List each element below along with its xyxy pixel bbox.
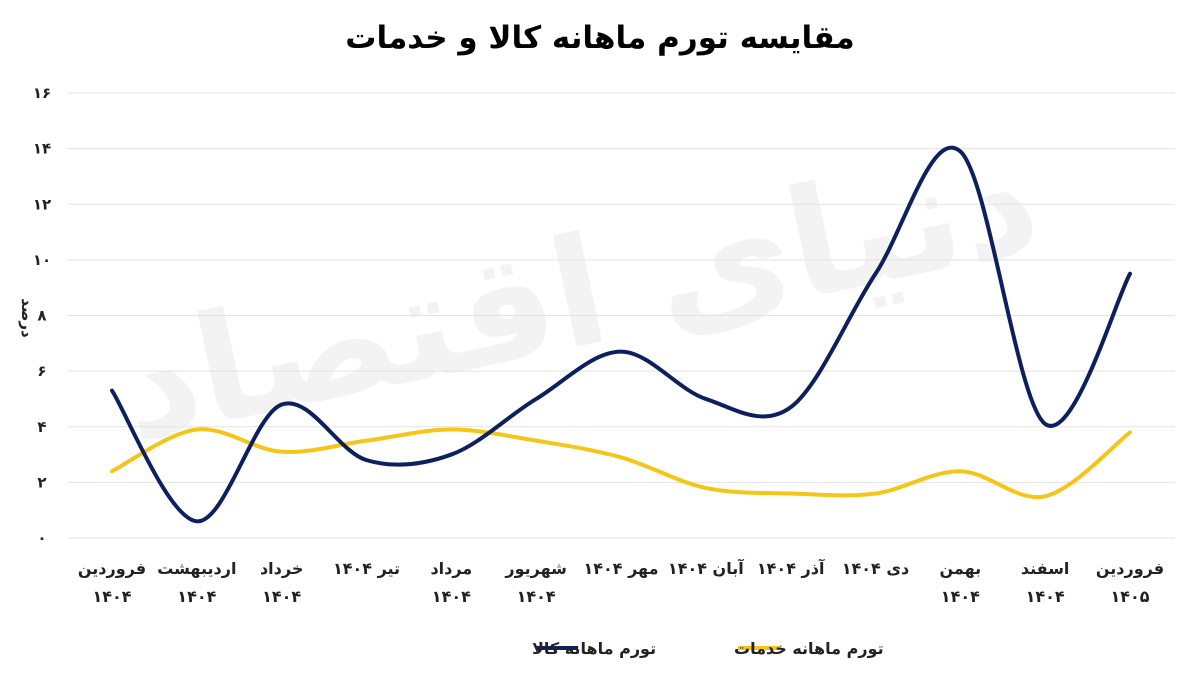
x-tick-line: دی ۱۴۰۴	[842, 559, 910, 578]
series-line-services	[110, 427, 1132, 500]
series-line-goods	[110, 145, 1132, 524]
x-tick-line: ۱۴۰۴	[262, 587, 301, 606]
x-tick-line: خرداد	[260, 559, 303, 578]
x-tick-line: فروردین	[78, 559, 146, 578]
x-tick-line: مهر ۱۴۰۴	[583, 559, 658, 578]
x-tick-label: دی ۱۴۰۴	[842, 559, 910, 578]
watermark: دنیای اقتصاد	[105, 112, 1053, 476]
x-tick-line: مرداد	[430, 559, 472, 578]
y-axis-label: درصد	[18, 298, 36, 338]
x-tick-line: ۱۴۰۴	[1026, 587, 1065, 606]
legend-label-goods: تورم ماهانه کالا	[532, 639, 656, 658]
x-tick-line: فروردین	[1096, 559, 1164, 578]
x-tick-line: ۱۴۰۴	[517, 587, 556, 606]
x-tick-label: آبان ۱۴۰۴	[668, 558, 744, 578]
x-tick-label: خرداد ۱۴۰۴	[260, 559, 303, 606]
x-tick-label: فروردین ۱۴۰۴	[78, 559, 146, 606]
y-tick-label: ۸	[37, 307, 46, 325]
x-tick-line: اسفند	[1021, 559, 1070, 578]
x-tick-line: بهمن	[939, 559, 981, 578]
x-tick-label: تیر ۱۴۰۴	[333, 559, 400, 578]
x-tick-label: اردیبهشت ۱۴۰۴	[157, 559, 236, 606]
legend-label-services: تورم ماهانه خدمات	[734, 639, 884, 658]
x-tick-label: شهریور ۱۴۰۴	[504, 559, 567, 606]
y-tick-label: ۱۰	[33, 251, 51, 269]
y-tick-label: ۱۶	[33, 84, 51, 102]
x-tick-label: مهر ۱۴۰۴	[583, 559, 658, 578]
x-tick-line: اردیبهشت	[157, 559, 236, 578]
y-tick-label: ۶	[37, 362, 46, 380]
grid-lines	[68, 92, 1175, 539]
x-tick-line: ۱۴۰۴	[432, 587, 471, 606]
x-tick-line: آبان ۱۴۰۴	[668, 558, 744, 578]
x-tick-line: ۱۴۰۴	[92, 587, 131, 606]
y-axis-ticks: ۰ ۲ ۴ ۶ ۸ ۱۰ ۱۲ ۱۴ ۱۶	[33, 84, 51, 547]
x-tick-label: بهمن ۱۴۰۴	[939, 559, 981, 606]
y-tick-label: ۱۲	[33, 195, 51, 213]
y-tick-label: ۰	[37, 529, 46, 547]
x-tick-line: ۱۴۰۴	[941, 587, 980, 606]
y-tick-label: ۲	[37, 473, 46, 491]
x-tick-line: آذر ۱۴۰۴	[757, 558, 825, 578]
x-axis-ticks: فروردین ۱۴۰۴ اردیبهشت ۱۴۰۴ خرداد ۱۴۰۴ تیر ۱۴۰۴…	[78, 558, 1164, 606]
series-lines	[110, 145, 1132, 524]
chart-title: مقایسه تورم ماهانه کالا و خدمات	[345, 20, 854, 56]
x-tick-line: ۱۴۰۴	[177, 587, 216, 606]
x-tick-label: مرداد ۱۴۰۴	[430, 559, 472, 606]
x-tick-label: آذر ۱۴۰۴	[757, 558, 825, 578]
y-tick-label: ۱۴	[33, 140, 51, 158]
x-tick-line: تیر ۱۴۰۴	[333, 559, 400, 578]
x-tick-label: اسفند ۱۴۰۴	[1021, 559, 1070, 606]
x-tick-line: ۱۴۰۵	[1110, 587, 1149, 606]
x-tick-label: فروردین ۱۴۰۵	[1096, 559, 1164, 606]
x-tick-line: شهریور	[504, 559, 567, 578]
legend: تورم ماهانه خدمات تورم ماهانه کالا	[532, 639, 884, 658]
y-tick-label: ۴	[37, 418, 46, 436]
